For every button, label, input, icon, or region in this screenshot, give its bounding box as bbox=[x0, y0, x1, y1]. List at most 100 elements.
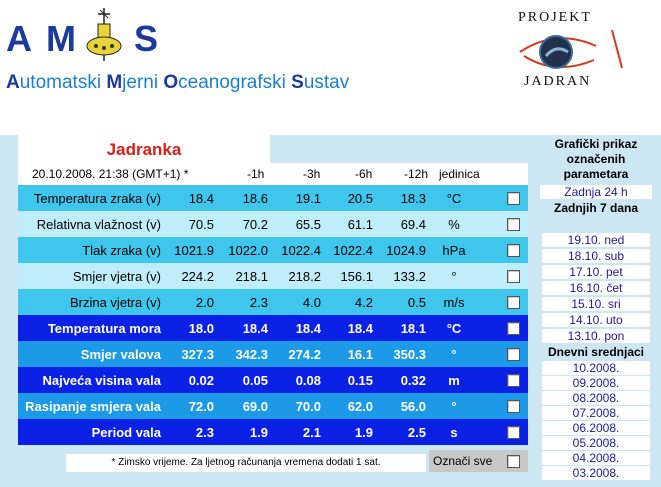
month-link[interactable]: 05.2008. bbox=[542, 436, 650, 450]
row-checkbox[interactable] bbox=[507, 374, 520, 387]
month-link[interactable]: 08.2008. bbox=[542, 391, 650, 405]
select-all-checkbox[interactable] bbox=[507, 455, 520, 468]
cell-label: Relativna vlažnost (v) bbox=[36, 217, 161, 232]
day-link[interactable]: 13.10. pon bbox=[542, 329, 650, 343]
cell-unit: ° bbox=[451, 269, 457, 284]
cell-h12: 56.0 bbox=[400, 399, 426, 414]
col-header-12h: -12h bbox=[404, 167, 429, 181]
day-link[interactable]: 18.10. sub bbox=[542, 249, 650, 263]
day-link[interactable]: 17.10. pet bbox=[542, 265, 650, 279]
day-link[interactable]: 19.10. ned bbox=[542, 233, 650, 247]
cell-h1: 1.9 bbox=[249, 425, 268, 440]
month-link[interactable]: 07.2008. bbox=[542, 406, 650, 420]
row-checkbox[interactable] bbox=[507, 296, 520, 309]
cell-h3: 0.08 bbox=[295, 373, 321, 388]
select-all-label: Označi sve bbox=[433, 454, 493, 468]
cell-h3: 65.5 bbox=[295, 217, 321, 232]
table-row: Rasipanje smjera vala 72.0 69.0 70.0 62.0 56.… bbox=[18, 393, 528, 419]
cell-h3: 70.0 bbox=[295, 399, 321, 414]
last-24h-link[interactable]: Zadnja 24 h bbox=[540, 185, 652, 199]
month-link[interactable]: 04.2008. bbox=[542, 451, 650, 465]
row-checkbox[interactable] bbox=[507, 218, 520, 231]
row-checkbox[interactable] bbox=[507, 400, 520, 413]
cell-unit: °C bbox=[446, 321, 462, 336]
cell-unit: °C bbox=[446, 191, 462, 206]
cell-unit: ° bbox=[451, 399, 457, 414]
cell-unit: hPa bbox=[442, 243, 466, 258]
day-link[interactable]: 15.10. sri bbox=[542, 297, 650, 311]
cell-h1: 342.3 bbox=[235, 347, 268, 362]
buoy-icon bbox=[86, 8, 122, 61]
projekt-jadran-logo[interactable]: PROJEKT JADRAN bbox=[516, 10, 626, 90]
cell-h3: 19.1 bbox=[295, 191, 321, 206]
row-checkbox[interactable] bbox=[507, 426, 520, 439]
month-link[interactable]: 10.2008. bbox=[542, 361, 650, 375]
cell-h1: 218.1 bbox=[235, 269, 268, 284]
row-checkbox[interactable] bbox=[507, 348, 520, 361]
row-checkbox[interactable] bbox=[507, 244, 520, 257]
cell-h1: 1022.0 bbox=[228, 243, 268, 258]
cell-h12: 69.4 bbox=[400, 217, 426, 232]
cell-label: Najveća visina vala bbox=[42, 373, 161, 388]
timezone-note: * Zimsko vrijeme. Za ljetnog računanja v… bbox=[66, 454, 426, 472]
month-link[interactable]: 09.2008. bbox=[542, 376, 650, 390]
cell-label: Period vala bbox=[91, 425, 161, 440]
cell-label: Smjer valova bbox=[80, 347, 161, 362]
table-row: Temperatura mora 18.0 18.4 18.4 18.4 18.1 °C bbox=[18, 315, 528, 341]
cell-label: Smjer vjetra (v) bbox=[72, 269, 161, 284]
cell-now: 224.2 bbox=[181, 269, 214, 284]
cell-h6: 0.15 bbox=[347, 373, 373, 388]
eye-logo-icon bbox=[519, 29, 623, 69]
cell-h12: 1024.9 bbox=[386, 243, 426, 258]
cell-now: 70.5 bbox=[188, 217, 214, 232]
cell-h12: 133.2 bbox=[393, 269, 426, 284]
subtitle-cap-m: M bbox=[106, 72, 123, 93]
select-all-control[interactable]: Označi sve bbox=[429, 450, 528, 472]
cell-h6: 18.4 bbox=[347, 321, 373, 336]
subtitle-part-s: ustav bbox=[303, 72, 350, 93]
day-link[interactable]: 14.10. uto bbox=[542, 313, 650, 327]
col-header-unit: jedinica bbox=[439, 167, 480, 181]
month-link[interactable]: 03.2008. bbox=[542, 466, 650, 480]
cell-unit: m bbox=[448, 373, 460, 388]
day-link[interactable]: 16.10. čet bbox=[542, 281, 650, 295]
table-row: Najveća visina vala 0.02 0.05 0.08 0.15 0.32 m bbox=[18, 367, 528, 393]
cell-unit: s bbox=[450, 425, 458, 440]
table-footer: * Zimsko vrijeme. Za ljetnog računanja v… bbox=[18, 448, 528, 474]
cell-h3: 18.4 bbox=[295, 321, 321, 336]
station-name: Jadranka bbox=[18, 135, 270, 163]
cell-h3: 274.2 bbox=[288, 347, 321, 362]
cell-label: Temperatura mora bbox=[47, 321, 161, 336]
cell-label: Tlak zraka (v) bbox=[82, 243, 161, 258]
last-7-days-header: Zadnjih 7 dana bbox=[553, 201, 638, 215]
cell-h12: 350.3 bbox=[393, 347, 426, 362]
cell-h6: 4.2 bbox=[354, 295, 373, 310]
month-link[interactable]: 06.2008. bbox=[542, 421, 650, 435]
jadran-text: JADRAN bbox=[524, 74, 592, 89]
cell-h3: 2.1 bbox=[302, 425, 321, 440]
cell-h12: 2.5 bbox=[407, 425, 426, 440]
cell-now: 2.0 bbox=[195, 295, 214, 310]
table-row: Relativna vlažnost (v) 70.5 70.2 65.5 61.1 69… bbox=[18, 211, 528, 237]
sidebar-title: Grafički prikaz označenih parametara bbox=[554, 137, 638, 181]
cell-h12: 18.3 bbox=[400, 191, 426, 206]
subtitle-part-m: jerni bbox=[122, 72, 164, 93]
cell-h6: 1022.4 bbox=[333, 243, 373, 258]
table-row: Brzina vjetra (v) 2.0 2.3 4.0 4.2 0.5 m/s bbox=[18, 289, 528, 315]
row-checkbox[interactable] bbox=[507, 192, 520, 205]
cell-h1: 2.3 bbox=[249, 295, 268, 310]
subtitle-part-a: utomatski bbox=[19, 72, 107, 93]
row-checkbox[interactable] bbox=[507, 322, 520, 335]
table-row: Smjer vjetra (v) 224.2 218.1 218.2 156.1 133.… bbox=[18, 263, 528, 289]
subtitle-cap-a: A bbox=[6, 72, 20, 93]
col-header-3h: -3h bbox=[303, 167, 321, 181]
cell-h1: 18.6 bbox=[242, 191, 268, 206]
cell-h6: 62.0 bbox=[347, 399, 373, 414]
cell-h3: 218.2 bbox=[288, 269, 321, 284]
logo-letter-a: A bbox=[6, 18, 32, 59]
cell-now: 2.3 bbox=[195, 425, 214, 440]
cell-label: Rasipanje smjera vala bbox=[25, 399, 161, 414]
row-checkbox[interactable] bbox=[507, 270, 520, 283]
table-row: Smjer valova 327.3 342.3 274.2 16.1 350.3 ° bbox=[18, 341, 528, 367]
cell-h6: 61.1 bbox=[347, 217, 373, 232]
